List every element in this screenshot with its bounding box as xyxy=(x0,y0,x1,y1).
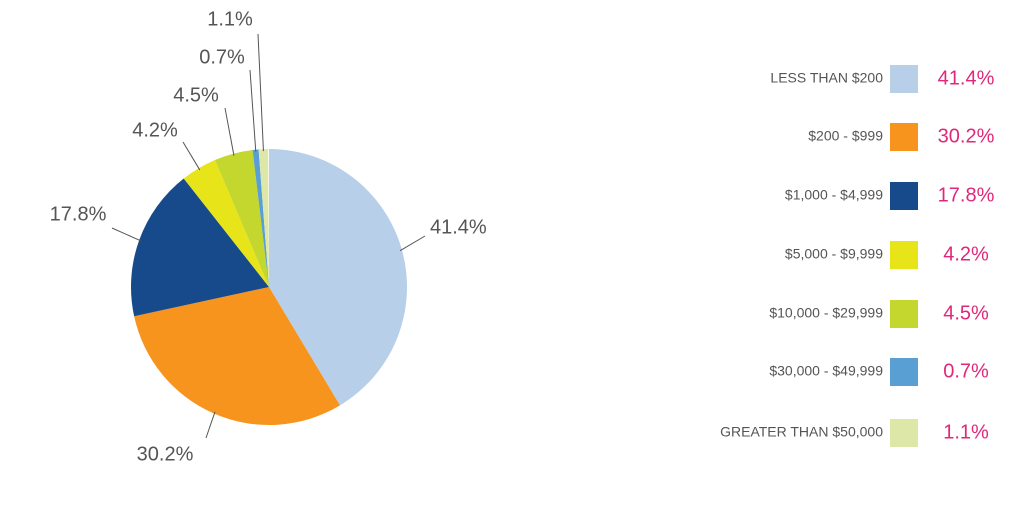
legend-label: $200 - $999 xyxy=(808,128,883,144)
leader-line xyxy=(257,33,264,152)
pie-slice xyxy=(183,160,269,287)
slice-label: 1.1% xyxy=(207,8,253,30)
pie-slice xyxy=(258,149,269,287)
leader-line xyxy=(205,411,216,439)
leader-line xyxy=(224,107,235,156)
leader-line xyxy=(249,69,257,152)
pie-slice xyxy=(134,287,340,425)
legend-label: $1,000 - $4,999 xyxy=(785,187,883,203)
legend-swatch xyxy=(890,300,918,328)
legend-label: LESS THAN $200 xyxy=(770,70,883,86)
slice-label: 41.4% xyxy=(430,216,487,238)
slice-label: 30.2% xyxy=(137,443,194,465)
legend-value: 0.7% xyxy=(943,360,989,382)
pie-slice xyxy=(252,149,269,287)
legend-swatch xyxy=(890,358,918,386)
legend-label: $10,000 - $29,999 xyxy=(769,305,883,321)
legend-value: 4.2% xyxy=(943,243,989,265)
legend-label: $5,000 - $9,999 xyxy=(785,246,883,262)
legend-value: 4.5% xyxy=(943,302,989,324)
leader-line xyxy=(399,235,426,252)
pie-slice xyxy=(269,149,407,406)
slice-label: 4.2% xyxy=(132,119,178,141)
legend-swatch xyxy=(890,123,918,151)
slice-label: 17.8% xyxy=(50,203,107,225)
leader-line xyxy=(182,141,201,171)
pie-slice xyxy=(214,149,269,287)
legend-swatch xyxy=(890,65,918,93)
slice-label: 4.5% xyxy=(173,84,219,106)
legend-label: $30,000 - $49,999 xyxy=(769,363,883,379)
leader-line xyxy=(111,227,142,242)
slice-label: 0.7% xyxy=(199,46,245,68)
pie-slice xyxy=(130,178,269,317)
legend-value: 17.8% xyxy=(938,184,995,206)
legend-value: 41.4% xyxy=(938,67,995,89)
legend-swatch xyxy=(890,419,918,447)
legend-value: 30.2% xyxy=(938,125,995,147)
legend-swatch xyxy=(890,182,918,210)
legend-value: 1.1% xyxy=(943,421,989,443)
legend-swatch xyxy=(890,241,918,269)
legend-label: GREATER THAN $50,000 xyxy=(720,424,883,440)
